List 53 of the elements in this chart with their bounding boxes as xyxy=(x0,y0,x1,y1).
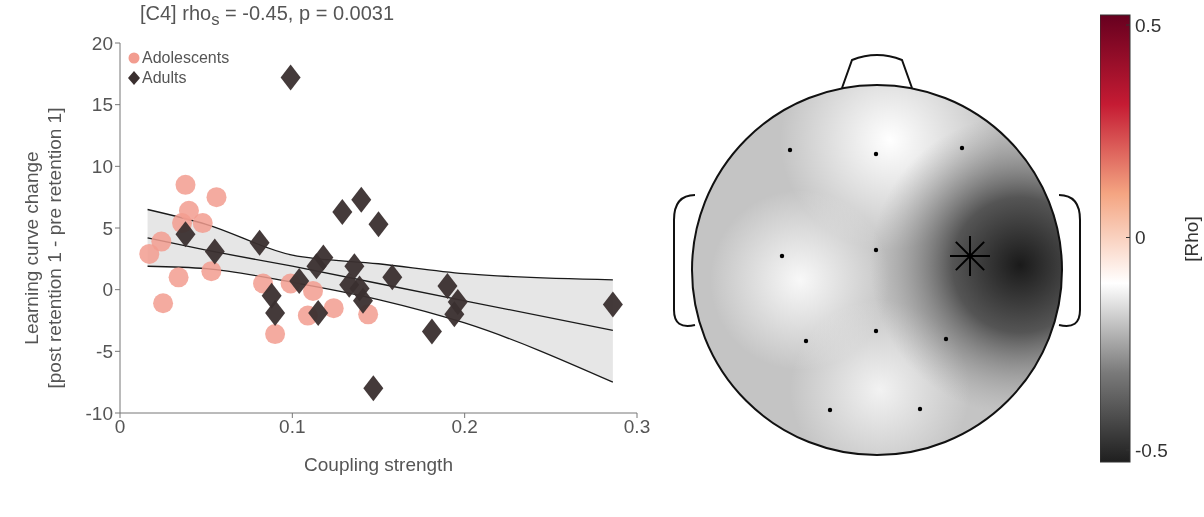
point xyxy=(206,187,227,208)
point xyxy=(351,186,372,213)
y-tick-label: 0 xyxy=(102,279,113,301)
text: 0.5 xyxy=(1135,14,1162,36)
y-tick-label: 5 xyxy=(102,217,113,239)
point xyxy=(265,324,286,345)
y-axis-title: Learning curve change [post retention 1 - pre retention 1] xyxy=(20,107,66,389)
point xyxy=(344,253,365,280)
y-tick-label: -5 xyxy=(96,341,113,363)
point xyxy=(249,229,270,256)
x-tick-label: 0.3 xyxy=(623,416,651,438)
line-series xyxy=(146,237,614,332)
x-tick-label: 0.1 xyxy=(279,416,306,438)
point xyxy=(602,291,623,318)
point xyxy=(175,174,196,195)
point xyxy=(280,64,301,91)
point xyxy=(139,243,160,264)
point xyxy=(153,293,174,314)
point xyxy=(332,198,353,225)
y-tick-label: 15 xyxy=(91,94,113,116)
text: -0.5 xyxy=(1135,439,1168,461)
x-tick-label: 0.2 xyxy=(451,416,478,438)
y-tick-label: 20 xyxy=(91,32,113,54)
point xyxy=(313,244,334,271)
point xyxy=(352,287,373,314)
point xyxy=(308,300,329,327)
color-bar-title: [Rho] xyxy=(1181,215,1203,262)
point xyxy=(261,282,282,309)
line-series xyxy=(146,208,614,281)
y-tick-label: -10 xyxy=(85,402,113,424)
x-axis-title: Coupling strength xyxy=(304,454,453,475)
y-tick-label: 10 xyxy=(91,156,113,178)
point xyxy=(201,261,222,282)
point xyxy=(303,280,324,301)
point xyxy=(382,264,403,291)
legend-label: Adults xyxy=(142,68,187,88)
chart-title: [C4] rho$_{s}$ = -0.45, p = 0.0031 xyxy=(140,2,395,30)
point xyxy=(421,318,442,345)
point xyxy=(265,300,286,327)
point xyxy=(175,221,196,248)
legend-label: Adolescents xyxy=(142,48,230,68)
point xyxy=(204,238,225,265)
point xyxy=(192,213,213,234)
text: 0 xyxy=(1135,227,1146,249)
point xyxy=(323,298,344,319)
point xyxy=(151,231,172,252)
point xyxy=(178,200,199,221)
point xyxy=(447,289,468,315)
point xyxy=(437,272,458,299)
point xyxy=(368,211,389,238)
point xyxy=(168,267,189,288)
point xyxy=(289,268,310,295)
point xyxy=(363,375,384,402)
